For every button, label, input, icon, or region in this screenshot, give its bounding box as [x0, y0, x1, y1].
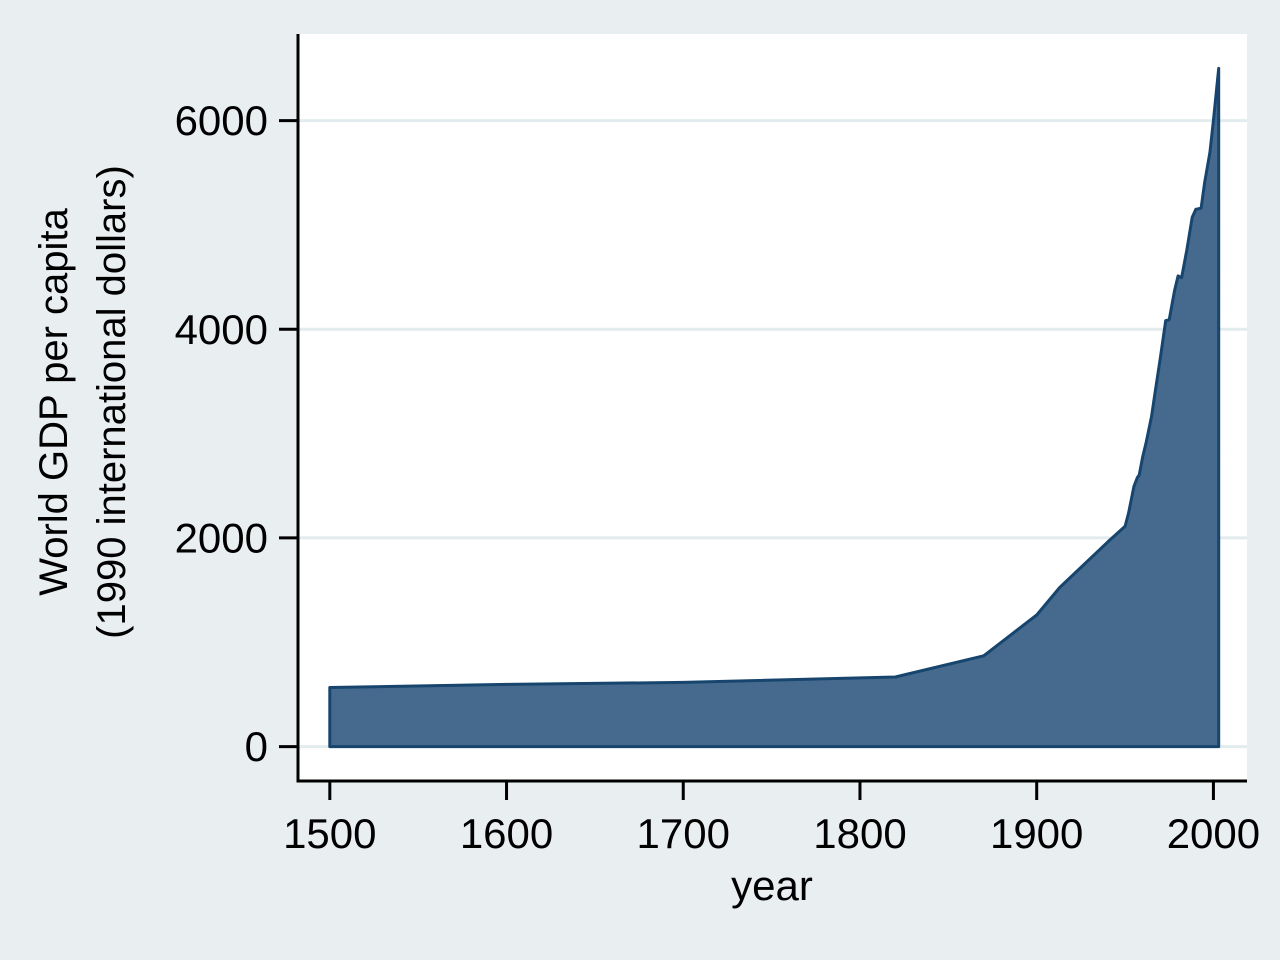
y-axis-title: World GDP per capita (1990 international…: [25, 165, 141, 639]
x-tick-label-1800: 1800: [813, 810, 906, 857]
y-tick-label-0: 0: [245, 723, 268, 770]
x-axis-title: year: [731, 862, 813, 909]
y-axis-title-line1: World GDP per capita: [32, 208, 76, 596]
y-tick-label-2000: 2000: [175, 514, 268, 561]
x-tick-label-2000: 2000: [1167, 810, 1260, 857]
x-tick-label-1700: 1700: [637, 810, 730, 857]
y-tick-label-6000: 6000: [175, 97, 268, 144]
x-tick-label-1900: 1900: [990, 810, 1083, 857]
x-tick-label-1500: 1500: [283, 810, 376, 857]
gdp-area-series: [328, 66, 1221, 749]
y-tick-label-4000: 4000: [175, 306, 268, 353]
y-axis-title-line2: (1990 international dollars): [90, 165, 134, 639]
x-tick-label-1600: 1600: [460, 810, 553, 857]
